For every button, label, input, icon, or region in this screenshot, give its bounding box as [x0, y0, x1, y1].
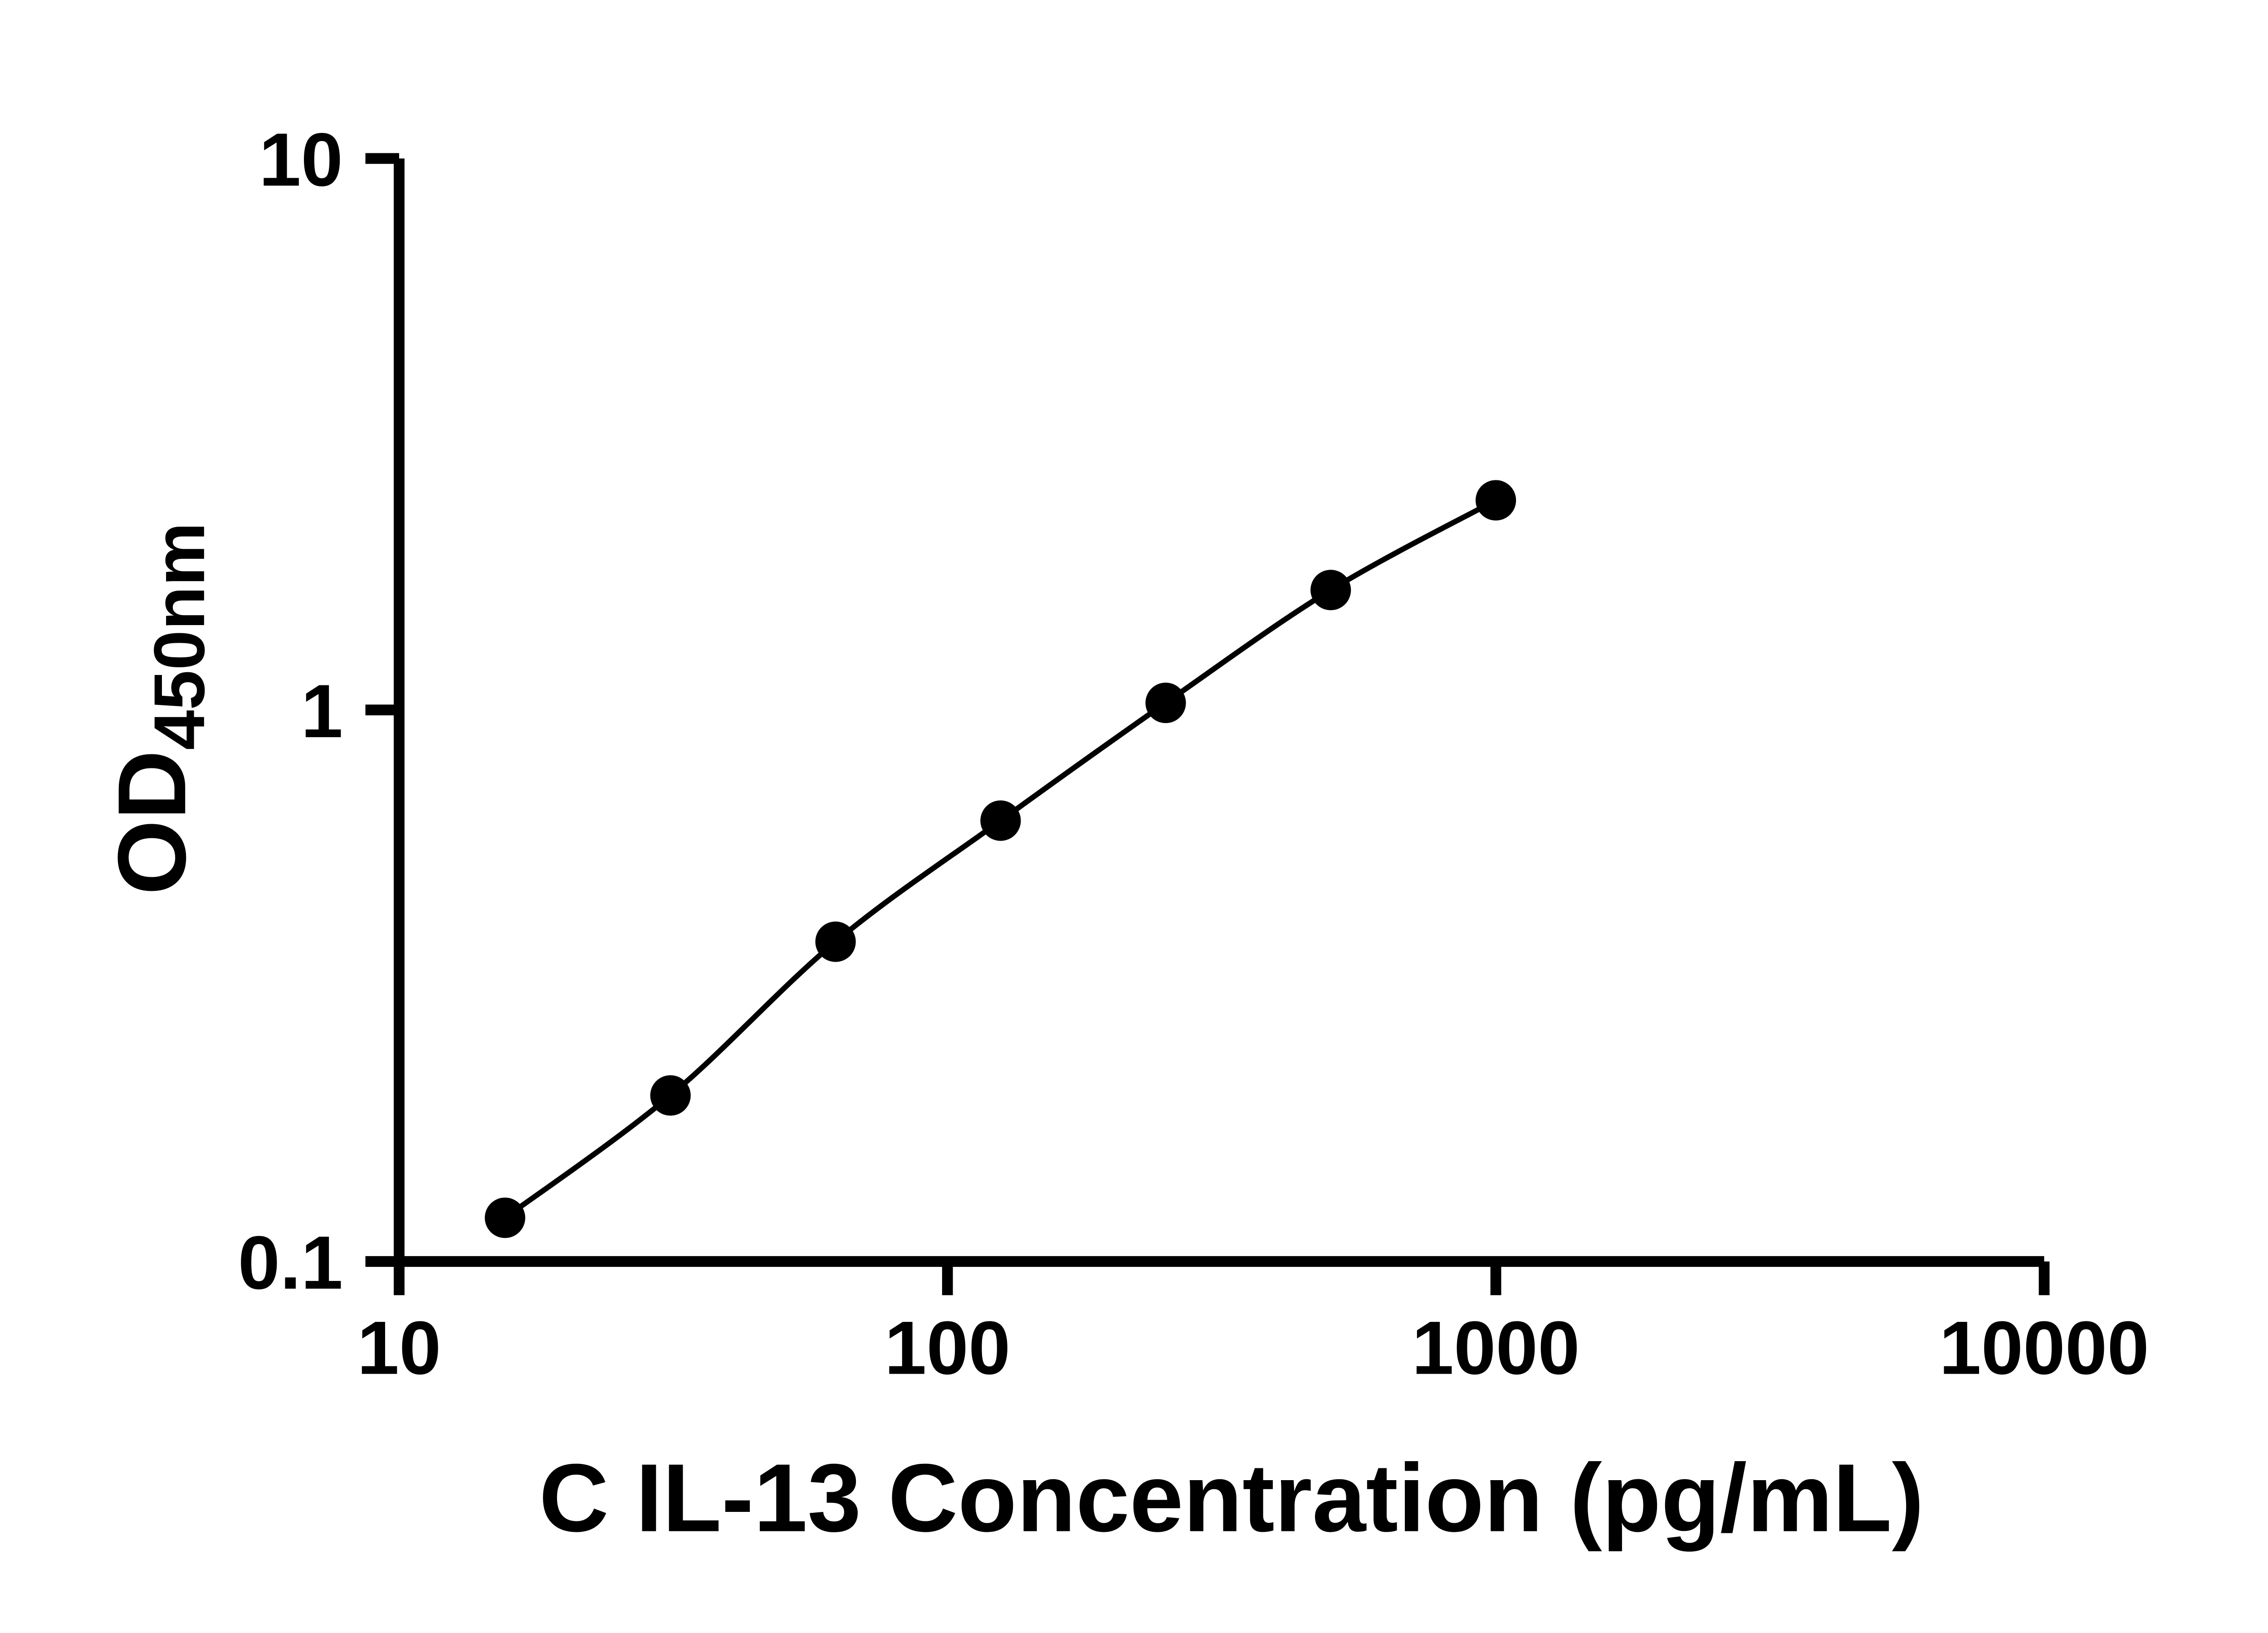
data-point-marker	[1310, 570, 1351, 611]
x-axis-title: C IL-13 Concentration (pg/mL)	[539, 1444, 1924, 1552]
y-axis-title-subscript: 450nm	[139, 522, 220, 750]
data-point-marker	[980, 800, 1021, 841]
y-axis-tick-label: 10	[259, 117, 343, 202]
data-point-marker	[1476, 480, 1516, 521]
y-axis-title-main: OD	[98, 750, 206, 895]
data-point-marker	[650, 1075, 691, 1116]
x-axis-tick-label: 100	[885, 1306, 1011, 1390]
data-point-marker	[484, 1198, 525, 1238]
series-group	[484, 480, 1516, 1238]
chart-background	[0, 7, 2268, 1626]
y-axis-tick-label: 0.1	[238, 1221, 343, 1305]
axes-group	[365, 153, 2050, 1296]
data-point-marker	[815, 921, 856, 962]
x-axis-tick-label: 10	[357, 1306, 441, 1390]
y-axis-tick-label: 1	[301, 669, 343, 753]
data-point-marker	[1145, 682, 1186, 724]
x-axis-tick-label: 1000	[1412, 1306, 1580, 1390]
x-axis-tick-label: 10000	[1939, 1306, 2149, 1390]
y-axis-title: OD450nm	[98, 522, 220, 895]
